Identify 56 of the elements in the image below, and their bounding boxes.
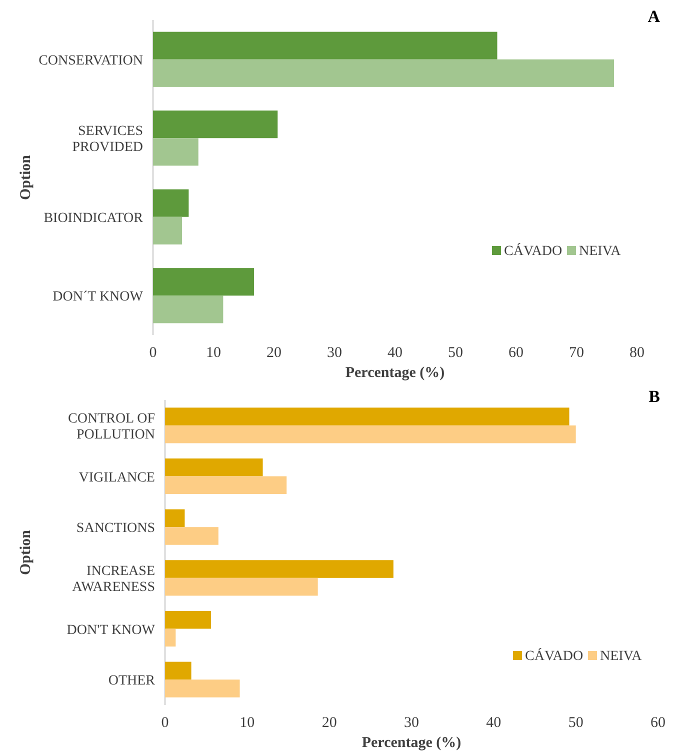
x-tick-label: 0: [161, 715, 169, 731]
legend-label: NEIVA: [579, 244, 622, 259]
legend-label: NEIVA: [600, 649, 643, 664]
y-tick-label: CONTROL OF POLLUTION: [68, 411, 156, 442]
text: A: [648, 7, 661, 26]
x-tick-label: 40: [486, 715, 502, 731]
x-axis-title: Percentage (%): [362, 735, 462, 751]
bar: [165, 408, 570, 426]
y-tick-label: INCREASE AWARENESS: [72, 564, 155, 595]
bar: [165, 560, 394, 578]
y-tick-label: OTHER: [108, 674, 156, 689]
bar: [165, 628, 176, 647]
bar: [153, 59, 614, 87]
bar: [165, 425, 576, 444]
bar: [165, 578, 318, 596]
bar: [165, 610, 212, 629]
y-axis-title: Option: [18, 154, 34, 200]
bar: [153, 32, 498, 60]
x-tick-label: 10: [206, 345, 221, 361]
x-tick-label: 0: [149, 345, 157, 361]
x-tick-label: 60: [650, 715, 666, 731]
bar: [165, 509, 185, 528]
bar: [153, 110, 278, 138]
x-tick-label: 30: [404, 715, 419, 731]
x-tick-label: 20: [266, 345, 282, 361]
y-tick-label: SANCTIONS: [76, 521, 155, 536]
x-tick-label: 50: [448, 345, 463, 361]
bar: [153, 189, 189, 217]
bar: [153, 138, 198, 166]
bar: [165, 458, 263, 476]
x-axis-title: Percentage (%): [345, 365, 445, 381]
x-tick-label: 20: [322, 715, 337, 731]
y-tick-label: DON´T KNOW: [52, 290, 144, 305]
annotation: B: [648, 387, 660, 406]
legend-label: CÁVADO: [525, 647, 584, 664]
x-tick-label: 60: [508, 345, 524, 361]
y-axis-title: Option: [18, 529, 34, 576]
y-tick-label: VIGILANCE: [78, 470, 155, 486]
y-tick-label: BIOINDICATOR: [44, 210, 144, 226]
x-tick-label: 70: [569, 345, 584, 361]
x-tick-label: 80: [630, 345, 644, 361]
bar: [153, 268, 254, 296]
legend-label: CÁVADO: [504, 242, 562, 259]
y-tick-label: DON'T KNOW: [66, 622, 156, 638]
bar: [165, 662, 192, 680]
y-tick-label: SERVICES PROVIDED: [72, 124, 143, 156]
bar: [165, 680, 240, 698]
x-tick-label: 40: [388, 345, 402, 361]
y-tick-label: CONSERVATION: [38, 53, 143, 68]
bar: [153, 296, 224, 324]
x-tick-label: 50: [568, 715, 584, 731]
bar: [165, 527, 218, 545]
bar: [165, 476, 287, 494]
x-tick-label: 10: [240, 715, 255, 731]
x-tick-label: 30: [327, 345, 342, 361]
bar: [153, 216, 182, 244]
